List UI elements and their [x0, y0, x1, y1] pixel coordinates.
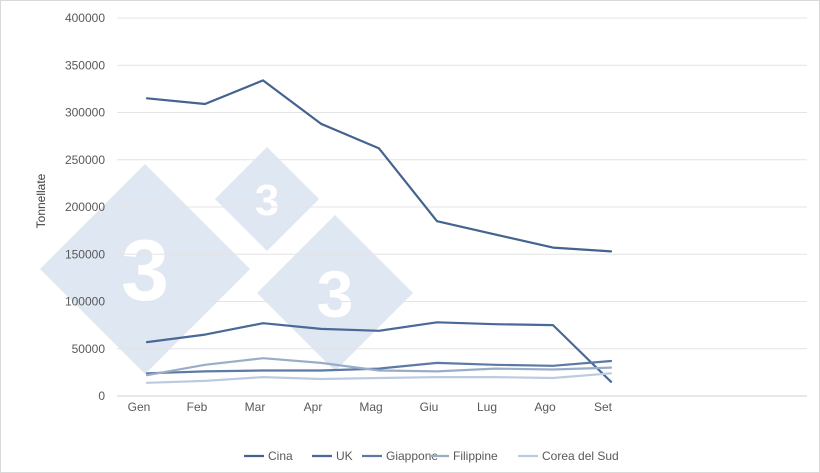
y-tick-label: 100000 — [65, 295, 105, 309]
legend-label: Cina — [268, 449, 293, 463]
watermark-diamond: 3 — [40, 164, 250, 374]
y-tick-label: 150000 — [65, 247, 105, 261]
y-tick-label: 250000 — [65, 153, 105, 167]
legend-item: Giappone — [362, 449, 438, 463]
x-tick-label: Feb — [187, 400, 208, 414]
x-tick-label: Set — [594, 400, 613, 414]
x-tick-label: Mag — [359, 400, 382, 414]
series-line — [145, 357, 613, 377]
legend-item: Filippine — [429, 449, 498, 463]
series-lines — [145, 79, 613, 384]
y-tick-label: 0 — [98, 389, 105, 403]
watermark-diamond: 3 — [215, 147, 319, 251]
series-line — [145, 372, 613, 384]
series-line — [145, 321, 613, 383]
x-tick-label: Giu — [420, 400, 439, 414]
x-tick-label: Lug — [477, 400, 497, 414]
y-tick-label: 200000 — [65, 200, 105, 214]
gridlines — [117, 17, 807, 397]
y-tick-label: 300000 — [65, 106, 105, 120]
legend-label: Filippine — [453, 449, 498, 463]
legend-label: Corea del Sud — [542, 449, 619, 463]
series-line — [145, 359, 613, 375]
x-tick-label: Ago — [534, 400, 556, 414]
legend-label: Giappone — [386, 449, 438, 463]
legend-item: UK — [312, 449, 353, 463]
watermark-digit: 3 — [317, 257, 354, 331]
legend-label: UK — [336, 449, 353, 463]
x-axis-ticks: Gen Feb Mar Apr Mag Giu Lug Ago Set — [128, 400, 613, 414]
watermark-digit: 3 — [121, 223, 169, 319]
legend: Cina UK Giappone Filippine Corea del Sud — [244, 449, 619, 463]
watermark-digit: 3 — [255, 176, 279, 225]
series-line — [145, 79, 613, 253]
x-tick-label: Apr — [304, 400, 323, 414]
y-tick-label: 400000 — [65, 11, 105, 25]
legend-item: Corea del Sud — [518, 449, 619, 463]
y-axis-ticks: 0 50000 100000 150000 200000 250000 300000 3500… — [65, 11, 105, 403]
x-tick-label: Mar — [245, 400, 266, 414]
y-tick-label: 50000 — [72, 342, 106, 356]
y-axis-label: Tonnellate — [34, 173, 48, 228]
legend-item: Cina — [244, 449, 293, 463]
watermark-diamond: 3 — [257, 215, 413, 371]
x-tick-label: Gen — [128, 400, 151, 414]
y-tick-label: 350000 — [65, 58, 105, 72]
